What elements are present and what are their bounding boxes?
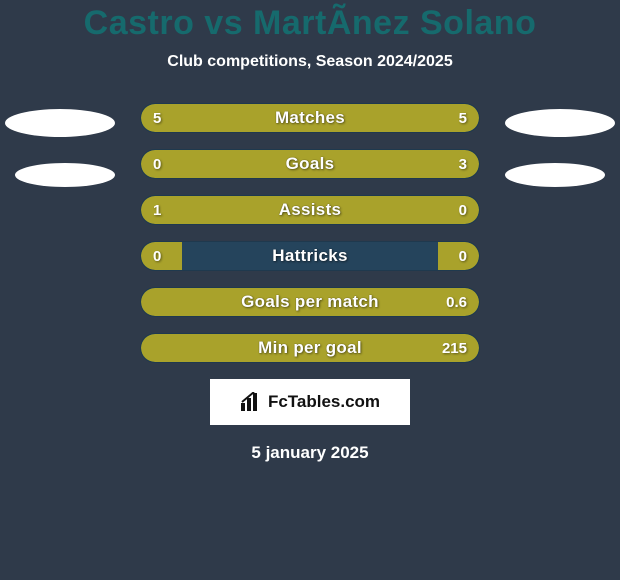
branding-badge: FcTables.com <box>210 379 410 425</box>
player-left-marker-2 <box>15 163 115 187</box>
stat-row: 00Hattricks <box>140 241 480 271</box>
stat-row: 215Min per goal <box>140 333 480 363</box>
stat-label: Matches <box>141 104 479 132</box>
player-right-marker-2 <box>505 163 605 187</box>
stat-label: Hattricks <box>141 242 479 270</box>
player-right-marker-1 <box>505 109 615 137</box>
date-label: 5 january 2025 <box>0 443 620 463</box>
stat-label: Assists <box>141 196 479 224</box>
stat-row: 03Goals <box>140 149 480 179</box>
stat-label: Goals per match <box>141 288 479 316</box>
comparison-card: Castro vs MartÃ­nez Solano Club competit… <box>0 0 620 580</box>
player-left-marker-1 <box>5 109 115 137</box>
stat-label: Min per goal <box>141 334 479 362</box>
page-title: Castro vs MartÃ­nez Solano <box>0 4 620 43</box>
stat-row: 55Matches <box>140 103 480 133</box>
stat-label: Goals <box>141 150 479 178</box>
stat-row: 0.6Goals per match <box>140 287 480 317</box>
bar-chart-icon <box>240 392 262 412</box>
stat-row: 10Assists <box>140 195 480 225</box>
branding-text: FcTables.com <box>268 392 380 412</box>
stat-bars: 55Matches 03Goals 10Assists 00Hattricks 0.6G… <box>140 103 480 363</box>
compare-area: 55Matches 03Goals 10Assists 00Hattricks 0.6G… <box>0 103 620 363</box>
subtitle: Club competitions, Season 2024/2025 <box>0 53 620 71</box>
